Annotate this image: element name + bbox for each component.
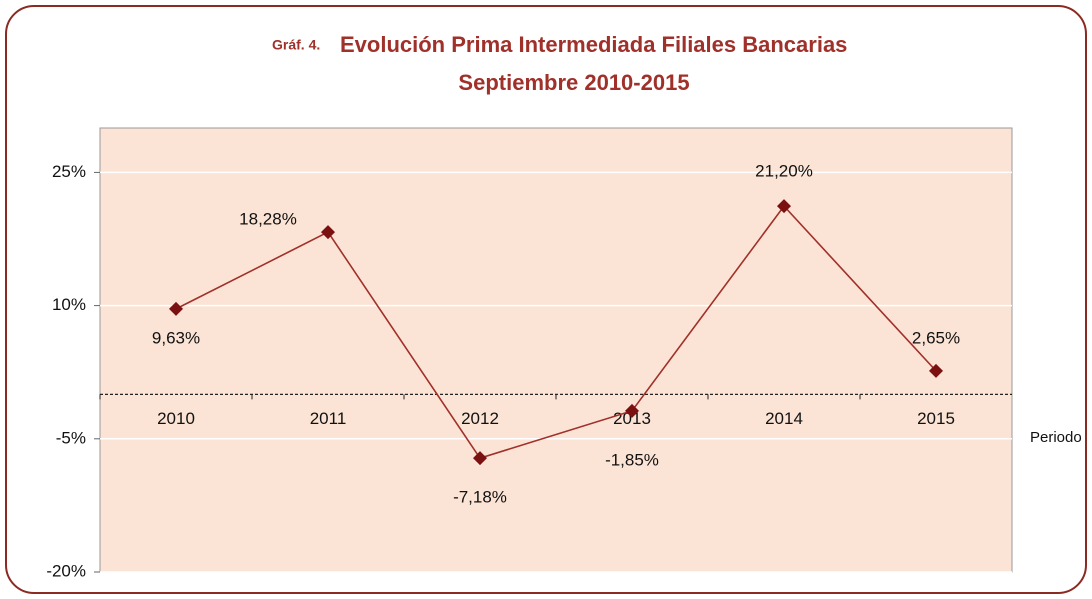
x-tick-label: 2011 [310, 409, 347, 428]
data-label: 9,63% [152, 328, 200, 347]
data-label: 18,28% [239, 210, 297, 229]
y-tick-label: -5% [56, 428, 86, 447]
line [175, 204, 937, 460]
y-tick-label: -20% [46, 561, 86, 580]
data-label: -7,18% [453, 488, 507, 507]
data-label: 21,20% [755, 162, 813, 181]
chart-title-prefix: Gráf. 4. [272, 37, 320, 53]
y-tick-label: 25% [52, 162, 86, 181]
marker [169, 301, 183, 316]
marker [625, 403, 639, 418]
x-tick-label: 2012 [461, 409, 499, 428]
x-axis-label: Periodo [1030, 429, 1082, 446]
chart-title: Evolución Prima Intermediada Filiales Ba… [340, 32, 847, 57]
chart-subtitle: Septiembre 2010-2015 [458, 70, 689, 95]
plot-area [99, 127, 1013, 573]
x-tick-label: 2015 [917, 409, 955, 428]
marker [321, 225, 335, 240]
marker [473, 451, 487, 466]
x-tick-label: 2010 [157, 409, 195, 428]
data-label: 2,65% [912, 328, 960, 347]
x-tick-label: 2014 [765, 409, 803, 428]
marker [777, 199, 791, 214]
marker [929, 363, 943, 378]
y-tick-label: 10% [52, 295, 86, 314]
data-label: -1,85% [605, 450, 659, 469]
